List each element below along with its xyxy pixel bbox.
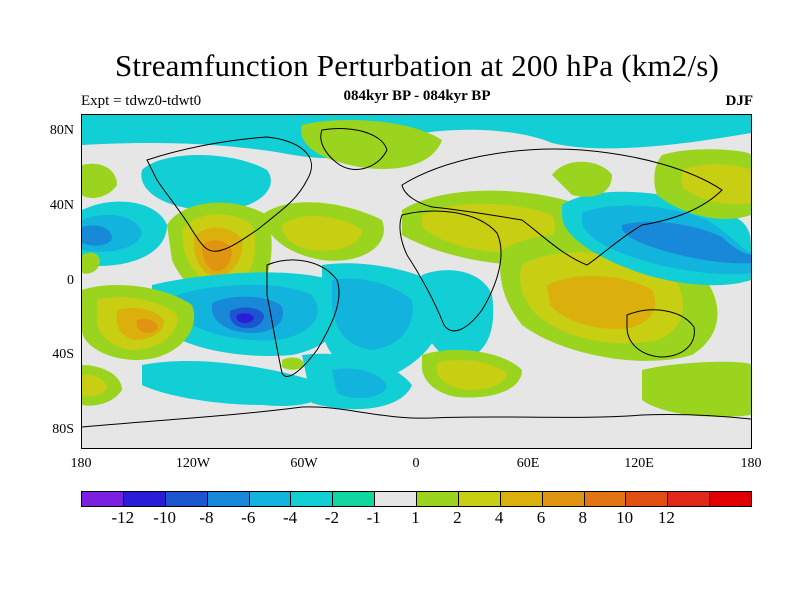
colorbar-label: -8 — [199, 508, 214, 527]
lon-tick-180e: 180 — [740, 456, 762, 471]
colorbar-box — [82, 492, 124, 506]
field-region — [136, 318, 158, 333]
coastline-greenland — [320, 128, 388, 170]
colorbar-box — [668, 492, 711, 506]
colorbar-label: 12 — [657, 508, 675, 527]
coastlines — [82, 128, 751, 428]
field-region — [82, 252, 100, 274]
colorbar — [81, 491, 752, 507]
map-title: Streamfunction Perturbation at 200 hPa (… — [114, 48, 720, 83]
field-region — [682, 164, 751, 205]
lat-tick-80n: 80N — [49, 123, 74, 138]
lon-tick-120w: 120W — [175, 456, 211, 471]
field-region — [420, 270, 494, 360]
colorbar-box — [249, 492, 292, 506]
colorbar-label: 4 — [494, 508, 504, 527]
colorbar-label: -6 — [241, 508, 256, 527]
colorbar-box — [500, 492, 543, 506]
field-region — [422, 203, 556, 253]
lon-tick-120e: 120E — [624, 456, 654, 471]
field-region — [141, 155, 271, 211]
lat-tick-0: 0 — [67, 273, 74, 288]
colorbar-label: -1 — [366, 508, 381, 527]
field-region — [236, 313, 254, 323]
colorbar-box — [626, 492, 669, 506]
lat-tick-80s: 80S — [52, 422, 74, 437]
colorbar-label: -10 — [153, 508, 176, 527]
season-label: DJF — [725, 93, 754, 109]
field-region — [332, 278, 413, 350]
colorbar-box — [291, 492, 334, 506]
colorbar-box — [207, 492, 250, 506]
colorbar-box — [584, 492, 627, 506]
field-region — [301, 120, 442, 170]
lat-tick-40n: 40N — [49, 198, 74, 213]
field-region — [621, 221, 751, 264]
lon-tick-60e: 60E — [516, 456, 540, 471]
experiment-label: Expt = tdwz0-tdwt0 — [81, 93, 202, 109]
field-region — [642, 361, 751, 417]
colorbar-box — [458, 492, 501, 506]
field-region — [82, 115, 751, 159]
colorbar-box — [123, 492, 166, 506]
colorbar-label: -4 — [282, 508, 298, 527]
colorbar-box — [333, 492, 376, 506]
colorbar-box — [542, 492, 585, 506]
coastline-africa — [399, 210, 502, 332]
colorbar-label: 2 — [453, 508, 462, 527]
colorbar-label: 6 — [536, 508, 546, 527]
coastline-eurasia — [401, 148, 723, 266]
map-subtitle: 084kyr BP - 084kyr BP — [343, 88, 491, 104]
coastline-south-america — [266, 259, 340, 377]
field-region — [282, 215, 362, 251]
colorbar-label: 8 — [578, 508, 588, 527]
colorbar-label: -2 — [324, 508, 339, 527]
colorbar-box — [165, 492, 208, 506]
lon-tick-60w: 60W — [290, 456, 318, 471]
coastline-antarctica — [82, 406, 751, 428]
colorbar-label: 1 — [411, 508, 420, 527]
field-region — [82, 225, 112, 246]
field-region — [282, 357, 304, 370]
colorbar-box — [710, 492, 751, 506]
field-region — [82, 374, 107, 397]
field-region — [202, 240, 232, 272]
streamfunction-map — [82, 115, 751, 428]
coastline-north-america — [146, 136, 312, 252]
field-layer — [82, 115, 751, 417]
field-region — [182, 369, 212, 389]
colorbar-label: -12 — [111, 508, 135, 527]
map-panel — [81, 114, 752, 449]
field-region — [82, 163, 117, 198]
colorbar-label: 10 — [616, 508, 634, 527]
coastline-australia — [626, 309, 695, 358]
colorbar-box — [417, 492, 459, 506]
lat-tick-40s: 40S — [52, 347, 74, 362]
field-region — [332, 368, 387, 399]
colorbar-box — [375, 492, 417, 506]
field-region — [436, 360, 507, 390]
field-region — [547, 275, 656, 330]
lon-tick-180w: 180 — [70, 456, 92, 471]
lon-tick-0: 0 — [412, 456, 420, 471]
field-region — [552, 161, 612, 197]
